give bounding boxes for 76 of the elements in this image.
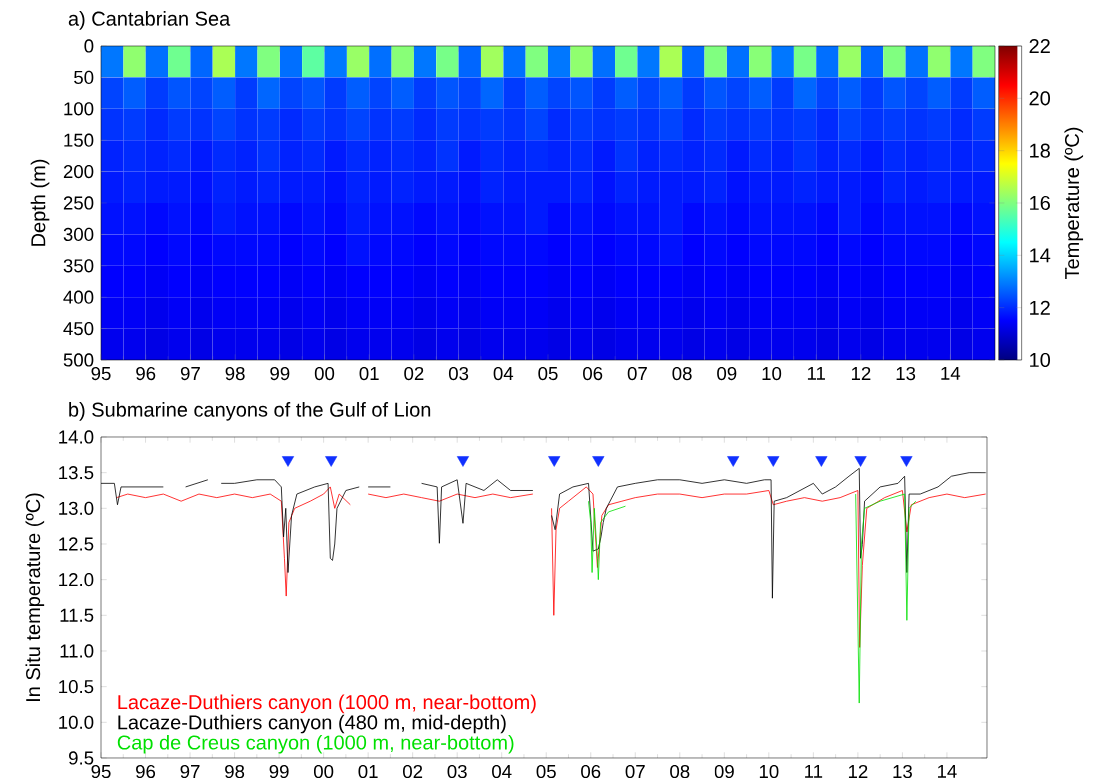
x-tick-label: 95 [91, 764, 111, 778]
y-tick-label: 13.0 [59, 501, 94, 515]
x-tick-label: 07 [625, 764, 645, 778]
color-bar-label: 18 [1030, 143, 1050, 158]
x-tick-label: 14 [941, 366, 961, 380]
x-tick-label: 11 [805, 764, 823, 778]
x-tick-label: 97 [180, 366, 200, 381]
text: Lacaze-Duthiers canyon (480 m, mid-depth) [118, 714, 506, 734]
y-tick-label: 13.5 [59, 466, 94, 480]
x-tick-label: 05 [536, 764, 556, 778]
y-tick-label: 350 [63, 259, 94, 273]
y-tick-label: 450 [63, 321, 94, 336]
y-tick-label: 200 [63, 164, 94, 179]
y-tick-label: 150 [64, 133, 94, 147]
color-bar-label: 14 [1030, 248, 1051, 263]
x-tick-label: 97 [180, 764, 200, 778]
x-tick-label: 13 [893, 764, 912, 778]
x-tick-label: 01 [359, 366, 379, 381]
x-tick-label: 95 [91, 366, 111, 381]
color-bar-label: 10 [1030, 352, 1051, 368]
x-tick-label: 00 [314, 366, 335, 381]
x-tick-label: 10 [759, 764, 779, 778]
y-tick-label: 11.0 [60, 644, 94, 658]
y-tick-label: 10.5 [59, 680, 94, 694]
x-tick-label: 03 [447, 764, 467, 778]
y-tick-label: 500 [63, 353, 94, 367]
x-tick-label: 03 [448, 366, 469, 381]
x-tick-label: 02 [404, 366, 424, 381]
x-tick-label: 04 [492, 764, 512, 778]
color-bar-title: Temperature (ºC) [1064, 127, 1084, 279]
x-tick-label: 11 [807, 366, 825, 380]
y-axis-title: Depth (m) [30, 159, 50, 246]
x-tick-label: 06 [583, 366, 603, 381]
text: Lacaze-Duthiers canyon (1000 m, near-bottom) [118, 694, 536, 714]
text: Cap de Creus canyon (1000 m, near-bottom) [117, 734, 514, 754]
x-tick-label: 07 [627, 366, 647, 381]
y-tick-label: 11.5 [60, 608, 94, 622]
x-tick-label: 10 [762, 366, 782, 381]
x-tick-label: 04 [493, 366, 514, 381]
y-tick-label: 400 [63, 290, 94, 304]
color-bar-label: 12 [1030, 300, 1050, 315]
x-tick-label: 96 [136, 764, 156, 778]
y-tick-label: 100 [64, 102, 94, 116]
x-tick-label: 98 [225, 764, 245, 778]
x-tick-label: 14 [937, 764, 957, 778]
y-tick-label: 0 [84, 39, 94, 53]
y-tick-label: 12.0 [59, 573, 94, 587]
x-tick-label: 99 [269, 764, 289, 778]
x-tick-label: 06 [581, 764, 601, 778]
x-tick-label: 13 [896, 366, 916, 381]
y-tick-label: 300 [63, 227, 94, 242]
chart-title: a) Cantabrian Sea [68, 11, 231, 30]
color-bar-label: 16 [1030, 195, 1050, 211]
x-tick-label: 02 [403, 764, 423, 778]
chart-title: b) Submarine canyons of the Gulf of Lion [69, 402, 431, 421]
x-tick-label: 08 [672, 366, 692, 381]
x-tick-label: 08 [670, 764, 690, 778]
y-tick-label: 9.5 [69, 751, 94, 765]
y-tick-label: 14.0 [59, 430, 94, 444]
y-tick-label: 250 [63, 196, 94, 210]
y-tick-label: 50 [74, 70, 94, 85]
x-tick-label: 99 [270, 366, 290, 381]
x-tick-label: 09 [714, 764, 734, 778]
color-bar-label: 20 [1029, 91, 1051, 106]
x-tick-label: 00 [313, 764, 334, 778]
x-tick-label: 01 [358, 764, 378, 778]
y-tick-label: 12.5 [59, 537, 94, 551]
x-tick-label: 09 [717, 366, 737, 381]
x-tick-label: 12 [851, 366, 871, 380]
x-tick-label: 98 [225, 366, 245, 381]
y-tick-label: 10.0 [59, 715, 94, 729]
color-bar-label: 22 [1029, 39, 1050, 53]
y-axis-title: In Situ temperature (ºC) [25, 493, 45, 701]
x-tick-label: 96 [136, 366, 156, 381]
x-tick-label: 12 [848, 764, 868, 778]
x-tick-label: 05 [538, 366, 558, 381]
